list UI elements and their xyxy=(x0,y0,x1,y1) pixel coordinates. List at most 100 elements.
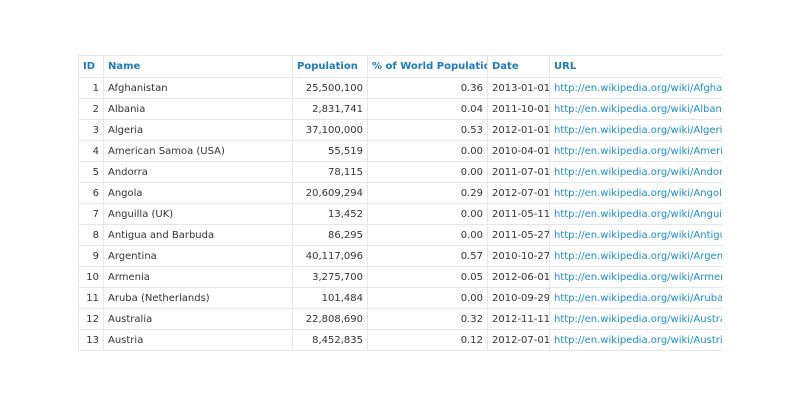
table-container: ID Name Population% of World Population Dat… xyxy=(78,55,722,353)
url-link[interactable]: http://en.wikipedia.org/wiki/Algeria xyxy=(549,119,722,141)
name-cell: Anguilla (UK) xyxy=(103,203,293,225)
population-cell: 37,100,000 xyxy=(292,119,368,141)
url-link[interactable]: http://en.wikipedia.org/wiki/Afghanistan xyxy=(549,77,722,99)
date-cell: 2012-01-01 xyxy=(487,119,550,141)
table-row: 8 Antigua and Barbuda 86,295 0.00 2011-05-27… xyxy=(78,224,722,246)
date-cell: 2013-01-01 xyxy=(487,77,550,99)
id-cell: 13 xyxy=(78,329,104,351)
date-cell: 2010-04-01 xyxy=(487,140,550,162)
date-cell: 2010-10-27 xyxy=(487,245,550,267)
id-cell: 1 xyxy=(78,77,104,99)
name-cell: Argentina xyxy=(103,245,293,267)
url-link[interactable]: http://en.wikipedia.org/wiki/Australia xyxy=(549,308,722,330)
url-link[interactable]: http://en.wikipedia.org/wiki/Armenia xyxy=(549,266,722,288)
population-cell: 22,808,690 xyxy=(292,308,368,330)
table-row: 5 Andorra 78,115 0.00 2011-07-01 http://en.wi… xyxy=(78,161,722,183)
percent-cell: 0.05 xyxy=(367,266,488,288)
name-cell: Armenia xyxy=(103,266,293,288)
population-cell: 55,519 xyxy=(292,140,368,162)
percent-cell: 0.53 xyxy=(367,119,488,141)
table-row: 1 Afghanistan 25,500,100 0.36 2013-01-01 http… xyxy=(78,77,722,99)
population-cell: 78,115 xyxy=(292,161,368,183)
url-header[interactable]: URL xyxy=(549,55,722,78)
population-cell: 2,831,741 xyxy=(292,98,368,120)
date-cell: 2012-07-01 xyxy=(487,182,550,204)
percent-cell: 0.00 xyxy=(367,140,488,162)
date-cell: 2011-10-01 xyxy=(487,98,550,120)
date-cell: 2011-05-11 xyxy=(487,203,550,225)
id-cell: 3 xyxy=(78,119,104,141)
table-body: 1 Afghanistan 25,500,100 0.36 2013-01-01 http… xyxy=(78,77,722,351)
id-cell: 2 xyxy=(78,98,104,120)
id-cell: 11 xyxy=(78,287,104,309)
id-cell: 8 xyxy=(78,224,104,246)
name-cell: Algeria xyxy=(103,119,293,141)
percent-cell: 0.12 xyxy=(367,329,488,351)
percent-cell: 0.57 xyxy=(367,245,488,267)
percent-cell: 0.29 xyxy=(367,182,488,204)
table-row: 6 Angola 20,609,294 0.29 2012-07-01 http://en… xyxy=(78,182,722,204)
url-link[interactable]: http://en.wikipedia.org/wiki/Albania xyxy=(549,98,722,120)
table-row: 9 Argentina 40,117,096 0.57 2010-10-27 http:/… xyxy=(78,245,722,267)
date-cell: 2010-09-29 xyxy=(487,287,550,309)
population-cell: 20,609,294 xyxy=(292,182,368,204)
id-cell: 10 xyxy=(78,266,104,288)
percent-cell: 0.32 xyxy=(367,308,488,330)
name-cell: Albania xyxy=(103,98,293,120)
percent-header[interactable]: % of World Population xyxy=(367,55,488,78)
population-cell: 8,452,835 xyxy=(292,329,368,351)
table-row: 12 Australia 22,808,690 0.32 2012-11-11 http:… xyxy=(78,308,722,330)
table-row: 10 Armenia 3,275,700 0.05 2012-06-01 http://e… xyxy=(78,266,722,288)
id-header[interactable]: ID xyxy=(78,55,104,78)
table-row: 11 Aruba (Netherlands) 101,484 0.00 2010-09-… xyxy=(78,287,722,309)
date-cell: 2012-07-01 xyxy=(487,329,550,351)
url-link[interactable]: http://en.wikipedia.org/wiki/Anguilla xyxy=(549,203,722,225)
id-cell: 5 xyxy=(78,161,104,183)
table-row: 3 Algeria 37,100,000 0.53 2012-01-01 http://e… xyxy=(78,119,722,141)
header-row: ID Name Population% of World Population Dat… xyxy=(78,55,722,78)
url-link[interactable]: http://en.wikipedia.org/wiki/Antigua_and… xyxy=(549,224,722,246)
population-cell: 13,452 xyxy=(292,203,368,225)
percent-cell: 0.00 xyxy=(367,287,488,309)
population-cell: 40,117,096 xyxy=(292,245,368,267)
name-cell: Aruba (Netherlands) xyxy=(103,287,293,309)
date-cell: 2011-05-27 xyxy=(487,224,550,246)
url-link[interactable]: http://en.wikipedia.org/wiki/Angola xyxy=(549,182,722,204)
name-cell: Antigua and Barbuda xyxy=(103,224,293,246)
id-cell: 4 xyxy=(78,140,104,162)
url-link[interactable]: http://en.wikipedia.org/wiki/American_Sa… xyxy=(549,140,722,162)
url-link[interactable]: http://en.wikipedia.org/wiki/Andorra xyxy=(549,161,722,183)
population-header[interactable]: Population xyxy=(292,55,368,78)
name-cell: Angola xyxy=(103,182,293,204)
id-cell: 7 xyxy=(78,203,104,225)
url-link[interactable]: http://en.wikipedia.org/wiki/Austria xyxy=(549,329,722,351)
url-link[interactable]: http://en.wikipedia.org/wiki/Aruba xyxy=(549,287,722,309)
name-cell: Afghanistan xyxy=(103,77,293,99)
url-link[interactable]: http://en.wikipedia.org/wiki/Argentina xyxy=(549,245,722,267)
date-header[interactable]: Date xyxy=(487,55,550,78)
date-cell: 2011-07-01 xyxy=(487,161,550,183)
name-header[interactable]: Name xyxy=(103,55,293,78)
population-cell: 101,484 xyxy=(292,287,368,309)
table-row: 13 Austria 8,452,835 0.12 2012-07-01 http://e… xyxy=(78,329,722,351)
name-cell: Australia xyxy=(103,308,293,330)
percent-cell: 0.04 xyxy=(367,98,488,120)
table-row: 7 Anguilla (UK) 13,452 0.00 2011-05-11 http:/… xyxy=(78,203,722,225)
date-cell: 2012-11-11 xyxy=(487,308,550,330)
name-cell: American Samoa (USA) xyxy=(103,140,293,162)
table-row: 2 Albania 2,831,741 0.04 2011-10-01 http://en… xyxy=(78,98,722,120)
name-cell: Andorra xyxy=(103,161,293,183)
percent-cell: 0.00 xyxy=(367,224,488,246)
date-cell: 2012-06-01 xyxy=(487,266,550,288)
percent-cell: 0.00 xyxy=(367,161,488,183)
population-cell: 86,295 xyxy=(292,224,368,246)
id-cell: 6 xyxy=(78,182,104,204)
table-row: 4 American Samoa (USA) 55,519 0.00 2010-04-0… xyxy=(78,140,722,162)
percent-cell: 0.36 xyxy=(367,77,488,99)
data-table: ID Name Population% of World Population Dat… xyxy=(78,55,722,351)
population-cell: 3,275,700 xyxy=(292,266,368,288)
name-cell: Austria xyxy=(103,329,293,351)
population-cell: 25,500,100 xyxy=(292,77,368,99)
percent-cell: 0.00 xyxy=(367,203,488,225)
